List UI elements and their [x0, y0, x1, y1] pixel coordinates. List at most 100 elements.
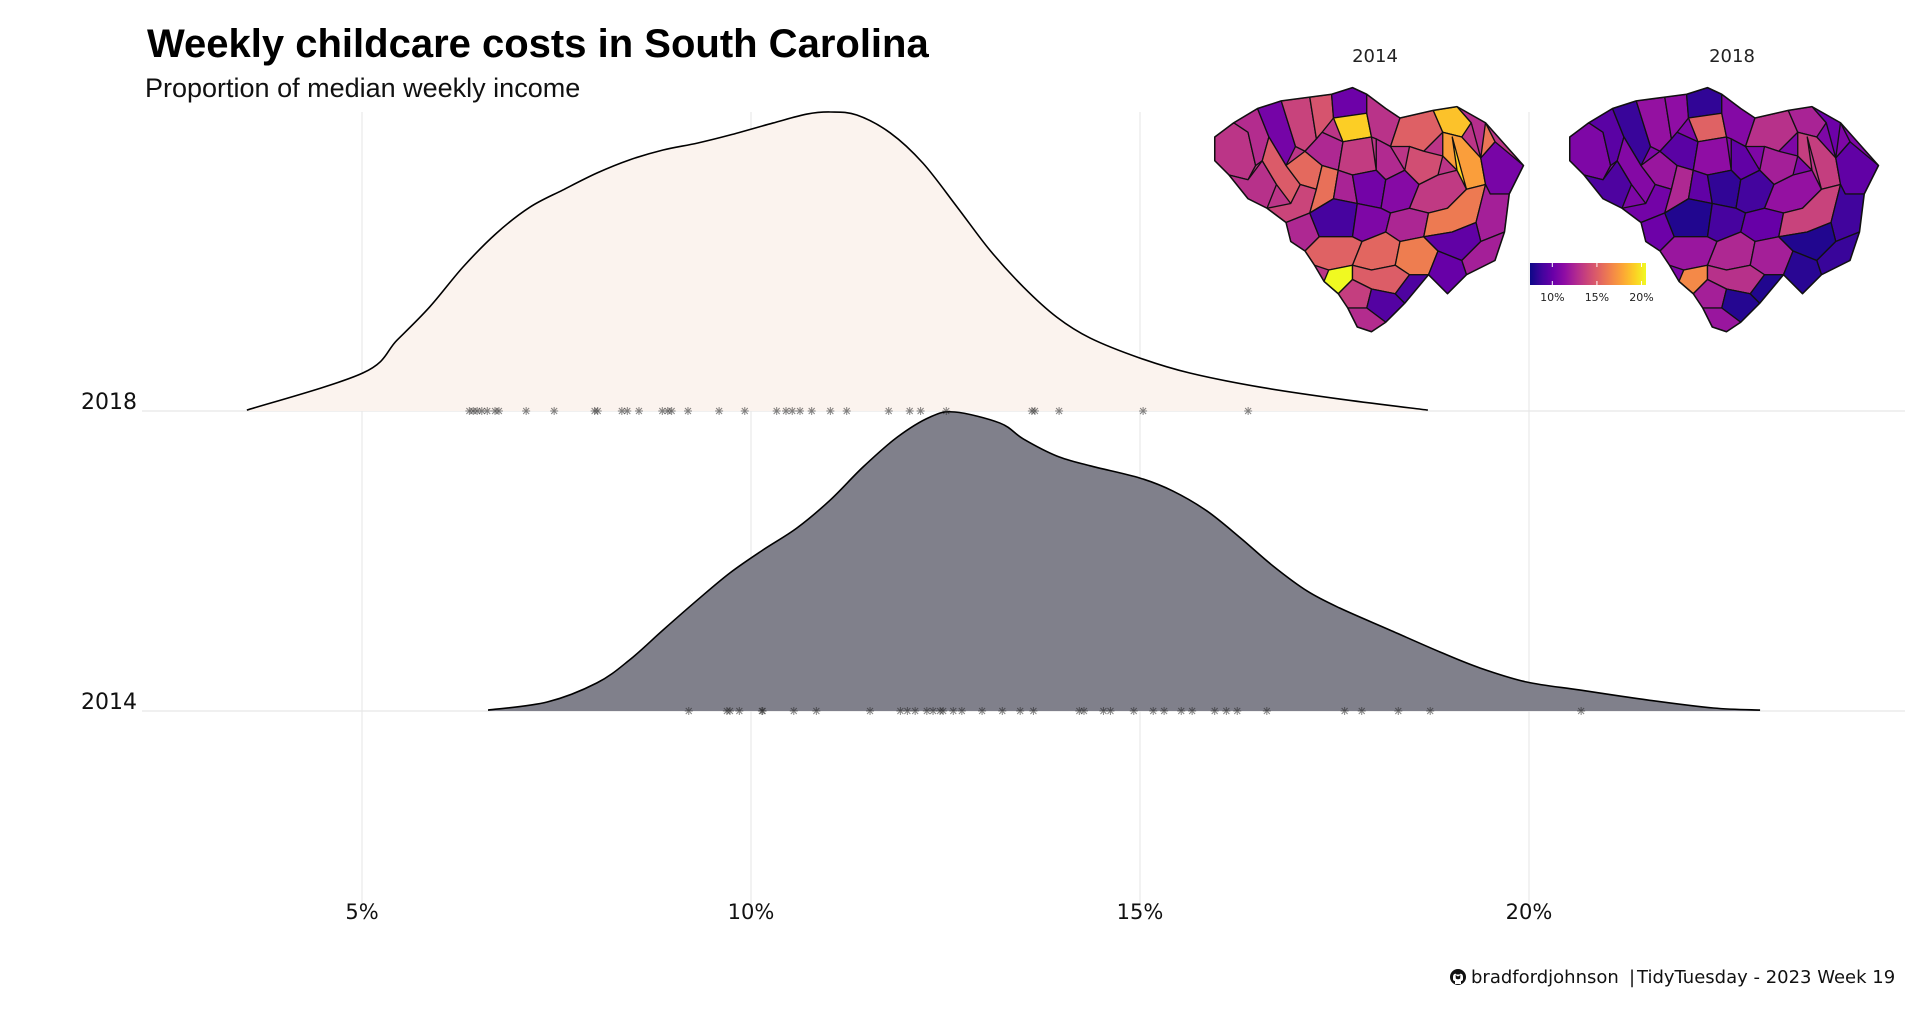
- x-tick-label: 5%: [345, 900, 378, 924]
- rug-mark-2014: [1210, 707, 1219, 715]
- x-tick-label: 15%: [1117, 900, 1164, 924]
- rug-mark-2014: [1233, 707, 1242, 715]
- rug-mark-2018: [942, 407, 951, 415]
- rug-mark-2018: [634, 407, 643, 415]
- rug-mark-2014: [929, 707, 938, 715]
- rug-mark-2018: [740, 407, 749, 415]
- rug-mark-2018: [550, 407, 559, 415]
- sc-map-2018: [1568, 86, 1880, 333]
- rug-mark-2018: [826, 407, 835, 415]
- rug-mark-2018: [593, 407, 602, 415]
- density-line-2014: [487, 410, 1761, 711]
- rug-mark-2018: [1030, 407, 1039, 415]
- map-title: 2014: [1352, 46, 1398, 67]
- rug-mark-2014: [866, 707, 875, 715]
- rug-mark-2014: [1262, 707, 1271, 715]
- density-line-2018: [246, 111, 1428, 411]
- rug-mark-2018: [667, 407, 676, 415]
- density-ridges: [246, 111, 1761, 711]
- county: [1692, 136, 1732, 176]
- rug-mark-2018: [772, 407, 781, 415]
- rug-mark-2014: [903, 707, 912, 715]
- rug-mark-2018: [807, 407, 816, 415]
- rug-mark-2014: [758, 707, 767, 715]
- rug-mark-2014: [1394, 707, 1403, 715]
- rug-mark-2018: [796, 407, 805, 415]
- github-icon: [1450, 969, 1466, 985]
- county: [1706, 169, 1742, 209]
- county: [1337, 136, 1377, 176]
- county: [1451, 136, 1468, 190]
- state-outline: [1568, 86, 1880, 333]
- legend-colorbar: [1530, 263, 1646, 285]
- color-legend: 10% 15% 20%: [1530, 263, 1654, 304]
- density-area-2014: [488, 411, 1761, 711]
- county: [1480, 122, 1496, 159]
- rug-mark-2014: [939, 707, 948, 715]
- rug-mark-2014: [1106, 707, 1115, 715]
- rug-mark-2018: [842, 407, 851, 415]
- x-tick-label: 20%: [1506, 900, 1553, 924]
- county: [1351, 169, 1387, 209]
- chart-subtitle: Proportion of median weekly income: [145, 73, 580, 103]
- rug-mark-2018: [905, 407, 914, 415]
- rug-mark-2014: [1029, 707, 1038, 715]
- rug-mark-2018: [916, 407, 925, 415]
- rug-mark-2014: [1016, 707, 1025, 715]
- rug-mark-2014: [896, 707, 905, 715]
- rug-mark-2018: [884, 407, 893, 415]
- rug-mark-2014: [949, 707, 958, 715]
- rug-mark-2018: [477, 407, 486, 415]
- density-area-2018: [246, 111, 1428, 412]
- rug-mark-2018: [1139, 407, 1148, 415]
- rug-mark-2014: [735, 707, 744, 715]
- caption-handle: bradfordjohnson: [1471, 967, 1619, 988]
- rug-mark-2014: [1149, 707, 1158, 715]
- rug-mark-2018: [788, 407, 797, 415]
- legend-tick-label: 15%: [1585, 291, 1609, 304]
- rug-mark-2014: [1177, 707, 1186, 715]
- rug-mark-2014: [911, 707, 920, 715]
- rug-mark-2018: [483, 407, 492, 415]
- legend-tick-label: 20%: [1629, 291, 1653, 304]
- sc-map-2014: [1213, 86, 1525, 333]
- legend-tick-label: 10%: [1540, 291, 1564, 304]
- x-axis: 5% 10% 15% 20%: [345, 900, 1552, 924]
- inset-maps: 2014 2018: [1213, 46, 1880, 333]
- rug-mark-2014: [1129, 707, 1138, 715]
- county: [1835, 122, 1851, 159]
- rug-mark-2018: [683, 407, 692, 415]
- rug-mark-2014: [684, 707, 693, 715]
- chart-title: Weekly childcare costs in South Carolina: [147, 22, 929, 66]
- rug-mark-2018: [522, 407, 531, 415]
- rug-mark-2018: [494, 407, 503, 415]
- x-tick-label: 10%: [728, 900, 775, 924]
- rug-mark-2014: [978, 707, 987, 715]
- rug-mark-2018: [782, 407, 791, 415]
- rug-mark-2014: [1188, 707, 1197, 715]
- rug-mark-2014: [1222, 707, 1231, 715]
- map-title: 2018: [1709, 46, 1755, 67]
- rug-mark-2014: [1357, 707, 1366, 715]
- rug-mark-2018: [1244, 407, 1253, 415]
- rug-mark-2014: [1160, 707, 1169, 715]
- y-tick-label: 2018: [81, 390, 137, 415]
- county: [1806, 136, 1823, 190]
- rug-mark-2018: [623, 407, 632, 415]
- caption: bradfordjohnson | TidyTuesday - 2023 Wee…: [1450, 967, 1895, 988]
- rug-mark-2014: [1099, 707, 1108, 715]
- rug-mark-2014: [998, 707, 1007, 715]
- rug-mark-2014: [1340, 707, 1349, 715]
- rug-mark-2018: [1055, 407, 1064, 415]
- caption-separator: |: [1629, 967, 1635, 988]
- rug-mark-2014: [725, 707, 734, 715]
- rug-mark-2018: [715, 407, 724, 415]
- rug-mark-2014: [1577, 707, 1586, 715]
- rug-mark-2014: [789, 707, 798, 715]
- rug-mark-2014: [1079, 707, 1088, 715]
- rug-mark-2014: [812, 707, 821, 715]
- caption-source: TidyTuesday - 2023 Week 19: [1636, 967, 1895, 988]
- rug-mark-2014: [1426, 707, 1435, 715]
- y-tick-label: 2014: [81, 690, 137, 715]
